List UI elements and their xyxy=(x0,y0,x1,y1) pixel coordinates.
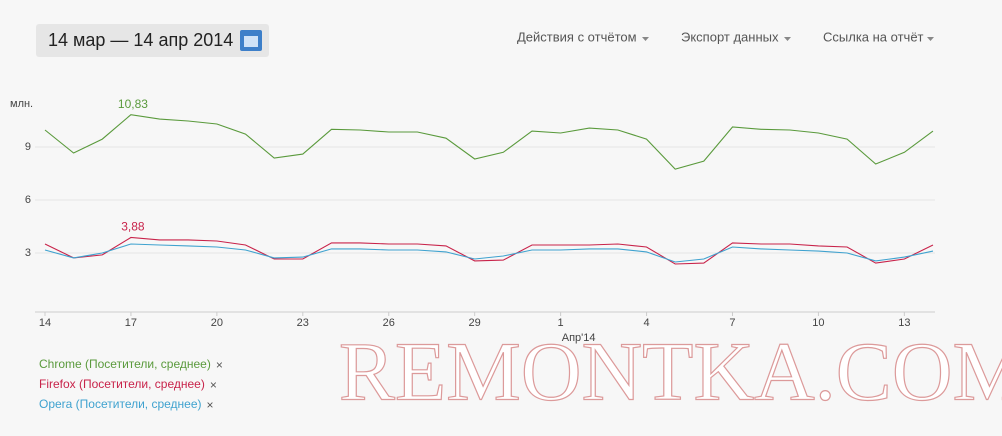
legend-entry[interactable]: Opera (Посетители, среднее) xyxy=(39,397,202,411)
dropdown-arrow xyxy=(784,37,791,41)
calendar-icon-grid xyxy=(244,36,258,47)
menu-item[interactable]: Действия с отчётом xyxy=(517,29,637,44)
y-unit: млн. xyxy=(10,98,33,110)
watermark: REMONTKA.COM xyxy=(339,325,1002,418)
x-tick-label: 17 xyxy=(125,317,137,329)
menu-item[interactable]: Ссылка на отчёт xyxy=(823,29,924,44)
legend-remove[interactable]: × xyxy=(207,398,214,412)
date-range[interactable]: 14 мар — 14 апр 2014 xyxy=(48,30,233,50)
data-label: 10,83 xyxy=(118,97,148,111)
series-line xyxy=(44,236,934,265)
x-tick-label: 20 xyxy=(211,317,223,329)
x-tick-label: 1 xyxy=(558,317,564,329)
x-period-label: Апр'14 xyxy=(562,332,596,344)
x-tick-label: 14 xyxy=(39,317,51,329)
x-tick-label: 23 xyxy=(297,317,309,329)
dropdown-arrow xyxy=(927,37,934,41)
date-box[interactable] xyxy=(36,24,269,57)
y-tick-label: 6 xyxy=(25,194,31,206)
x-tick-label: 7 xyxy=(729,317,735,329)
dropdown-arrow xyxy=(642,37,649,41)
legend-remove[interactable]: × xyxy=(210,378,217,392)
menu-item[interactable]: Экспорт данных xyxy=(681,29,779,44)
series-line xyxy=(44,114,934,170)
date-picker[interactable]: 14 мар — 14 апр 2014 xyxy=(36,24,269,57)
legend-remove[interactable]: × xyxy=(216,358,223,372)
legend-entry[interactable]: Chrome (Посетители, среднее) xyxy=(39,357,211,371)
legend-entry[interactable]: Firefox (Посетители, среднее) xyxy=(39,377,205,391)
y-tick-label: 9 xyxy=(25,141,31,153)
x-tick-label: 26 xyxy=(383,317,395,329)
x-tick-label: 10 xyxy=(812,317,824,329)
x-tick-label: 13 xyxy=(898,317,910,329)
y-tick-label: 3 xyxy=(25,247,31,259)
x-tick-label: 29 xyxy=(469,317,481,329)
x-tick-label: 4 xyxy=(643,317,649,329)
series-line xyxy=(44,243,934,263)
data-label: 3,88 xyxy=(121,220,145,234)
